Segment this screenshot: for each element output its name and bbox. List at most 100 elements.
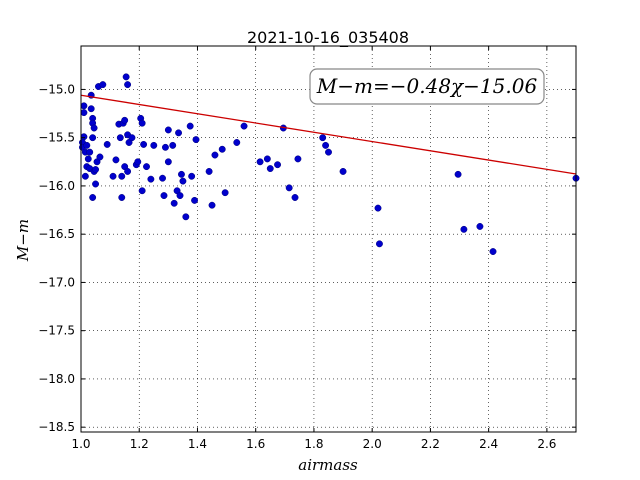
data-point — [376, 240, 383, 248]
data-point — [161, 143, 169, 151]
y-tick-label: −16.5 — [38, 227, 75, 241]
data-point — [325, 148, 332, 156]
data-point — [322, 141, 330, 149]
data-point — [90, 124, 98, 132]
data-point — [80, 102, 88, 110]
data-point — [182, 213, 190, 221]
data-point — [143, 163, 150, 171]
data-point — [92, 180, 100, 188]
data-point — [339, 168, 347, 175]
data-point — [86, 148, 94, 156]
data-point — [92, 166, 100, 173]
data-point — [96, 153, 104, 161]
y-tick-label: −18.5 — [38, 420, 75, 434]
data-point — [175, 129, 182, 137]
fit-line — [80, 94, 577, 175]
data-point — [83, 141, 91, 149]
data-point — [112, 156, 120, 164]
y-axis-label: M−m — [14, 219, 32, 262]
data-point — [191, 196, 199, 204]
data-point — [186, 122, 194, 130]
y-tick-labels: −15.0 −15.5 −16.0 −16.5 −17.0 −17.5 −18.0 −18.5 — [38, 82, 75, 434]
annotation-text: M−m=−0.48χ−15.06 — [316, 74, 538, 98]
data-point — [150, 141, 158, 149]
data-point — [218, 145, 226, 153]
data-point — [134, 158, 142, 166]
data-point — [221, 189, 229, 197]
y-tick-label: −17.0 — [38, 275, 75, 289]
data-point — [233, 139, 241, 146]
chart-title: 2021-10-16_035408 — [247, 28, 409, 48]
data-point — [118, 172, 126, 180]
data-point — [205, 168, 213, 175]
data-point — [122, 73, 130, 81]
y-tick-label: −17.5 — [38, 324, 75, 338]
axis-ticks — [80, 46, 576, 432]
data-point — [266, 165, 274, 173]
data-point — [116, 134, 124, 142]
data-point — [274, 161, 281, 169]
data-point — [138, 119, 146, 127]
data-point — [263, 155, 271, 163]
data-point — [160, 192, 168, 200]
plot-frame — [80, 45, 577, 433]
data-point — [84, 155, 92, 163]
y-tick-label: −15.5 — [38, 131, 75, 145]
data-point — [128, 134, 136, 142]
x-tick-label: 2.0 — [363, 437, 382, 451]
data-point — [211, 151, 219, 159]
data-point — [192, 136, 200, 144]
data-point — [103, 140, 111, 148]
x-tick-labels: 1.0 1.2 1.4 1.6 1.8 2.0 2.2 2.4 2.6 — [71, 437, 556, 451]
x-tick-label: 1.0 — [71, 437, 90, 451]
data-point — [118, 194, 126, 201]
data-point — [176, 192, 184, 200]
data-point — [164, 158, 172, 166]
data-point — [291, 194, 299, 201]
data-point — [87, 105, 95, 113]
data-point — [99, 81, 107, 89]
data-point — [294, 155, 302, 163]
data-point — [256, 158, 264, 166]
data-point — [80, 133, 88, 141]
data-point — [81, 172, 89, 180]
data-point — [188, 172, 196, 180]
data-point — [138, 187, 146, 195]
x-tick-label: 1.6 — [246, 437, 265, 451]
x-tick-label: 2.4 — [479, 437, 498, 451]
data-point — [374, 204, 382, 212]
data-point — [178, 170, 185, 178]
data-point — [170, 199, 178, 207]
data-point — [140, 140, 148, 148]
data-point — [240, 122, 248, 130]
data-point — [124, 81, 132, 89]
x-tick-label: 1.4 — [188, 437, 207, 451]
y-tick-label: −15.0 — [38, 82, 75, 96]
data-point — [319, 134, 327, 142]
data-point — [208, 201, 216, 209]
data-point — [89, 194, 97, 201]
x-tick-label: 1.8 — [304, 437, 323, 451]
x-tick-label: 1.2 — [130, 437, 149, 451]
y-tick-label: −18.0 — [38, 372, 75, 386]
x-tick-label: 2.6 — [537, 437, 556, 451]
data-point — [159, 174, 166, 182]
data-point — [489, 248, 497, 255]
data-point — [147, 175, 155, 183]
data-point — [89, 134, 97, 142]
data-point — [454, 170, 462, 178]
x-tick-label: 2.2 — [421, 437, 440, 451]
x-axis-label: airmass — [298, 456, 358, 474]
data-point — [179, 177, 187, 185]
fit-annotation: M−m=−0.48χ−15.06 — [309, 68, 545, 105]
y-tick-label: −16.0 — [38, 179, 75, 193]
data-point — [124, 168, 132, 175]
data-point — [109, 172, 117, 180]
data-point — [121, 116, 129, 124]
data-point — [460, 225, 468, 233]
data-point — [285, 184, 293, 192]
data-point — [476, 223, 484, 230]
data-point — [164, 126, 172, 134]
data-point — [169, 141, 177, 149]
